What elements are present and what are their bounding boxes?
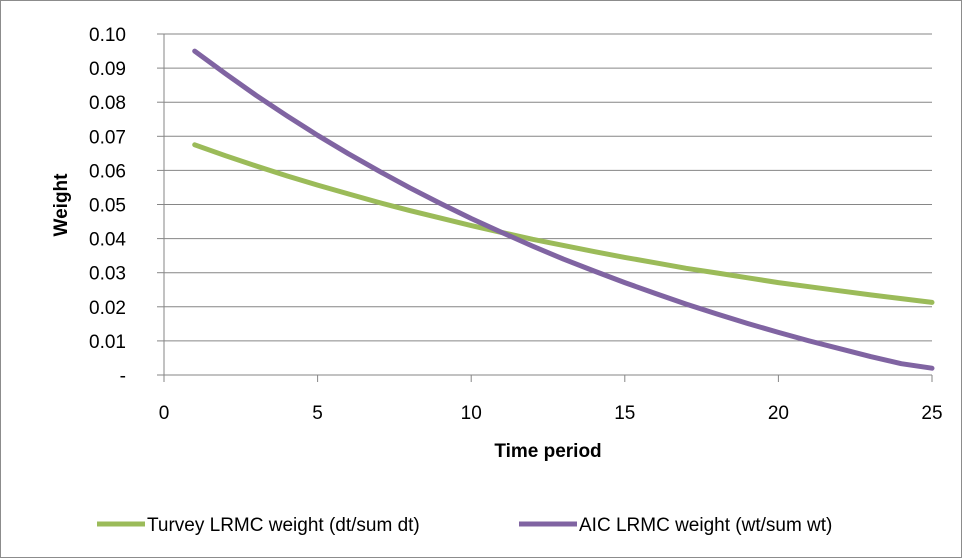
y-tick-label: - bbox=[120, 366, 126, 387]
y-tick-label: 0.01 bbox=[89, 332, 126, 353]
y-axis-title: Weight bbox=[51, 173, 72, 237]
x-tick-label: 10 bbox=[461, 403, 482, 424]
legend: Turvey LRMC weight (dt/sum dt) AIC LRMC … bbox=[97, 515, 832, 536]
y-tick-label: 0.10 bbox=[89, 25, 126, 46]
series-line-turvey bbox=[192, 142, 935, 305]
x-tick-label: 20 bbox=[768, 403, 789, 424]
y-tick-label: 0.05 bbox=[89, 196, 126, 217]
y-tick-label: 0.04 bbox=[89, 230, 126, 251]
x-axis-title: Time period bbox=[494, 441, 601, 462]
x-tick-label: 5 bbox=[312, 403, 323, 424]
y-tick-label: 0.03 bbox=[89, 264, 126, 285]
y-tick-label: 0.02 bbox=[89, 298, 126, 319]
legend-label-aic: AIC LRMC weight (wt/sum wt) bbox=[579, 515, 832, 536]
tick-labels: - 0.01 0.02 0.03 0.04 0.05 0.06 0.07 0.08 0.09 0.1… bbox=[89, 25, 943, 424]
x-tick-label: 15 bbox=[614, 403, 635, 424]
y-tick-label: 0.08 bbox=[89, 93, 126, 114]
series-line-aic bbox=[192, 48, 935, 371]
y-tick-label: 0.06 bbox=[89, 161, 126, 182]
x-tick-label: 25 bbox=[921, 403, 942, 424]
gridlines bbox=[164, 33, 932, 342]
series-lines bbox=[192, 48, 935, 371]
axes bbox=[157, 33, 933, 382]
y-tick-label: 0.07 bbox=[89, 127, 126, 148]
y-tick-label: 0.09 bbox=[89, 59, 126, 80]
legend-label-turvey: Turvey LRMC weight (dt/sum dt) bbox=[147, 515, 420, 536]
x-tick-label: 0 bbox=[159, 403, 170, 424]
